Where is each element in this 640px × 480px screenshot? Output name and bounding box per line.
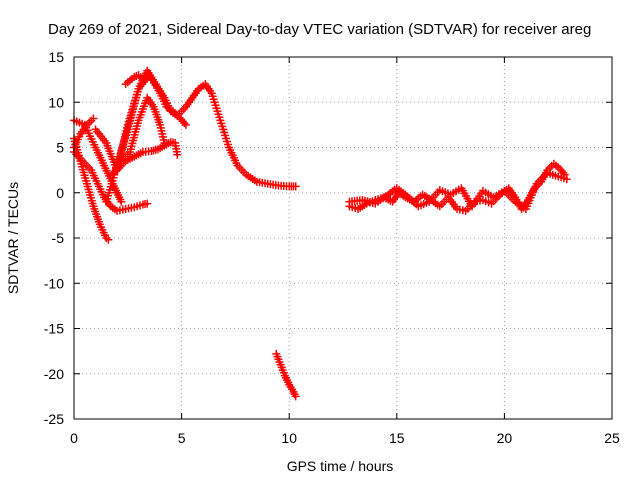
x-tick-label: 25	[604, 430, 620, 446]
axis-ticks: 0 5 10 15 20 25 -25 -20 -15 -10 -5 0 5 10 15	[44, 49, 620, 446]
x-tick-label: 10	[281, 430, 297, 446]
series-track-i	[121, 71, 147, 89]
series-track-h	[113, 138, 182, 175]
series-track-e	[91, 66, 300, 191]
series-track-l	[345, 168, 571, 213]
y-tick-label: -5	[52, 230, 65, 246]
grid-lines	[74, 57, 612, 419]
plot-frame	[73, 56, 613, 420]
series-markers	[113, 138, 182, 175]
y-tick-label: 0	[56, 185, 64, 201]
y-tick-label: -20	[44, 366, 64, 382]
series-track-f	[102, 71, 190, 206]
series-markers	[121, 71, 147, 89]
chart-title: Day 269 of 2021, Sidereal Day-to-day VTE…	[48, 21, 591, 38]
series-track-j	[272, 349, 300, 401]
y-tick-label: 5	[56, 140, 64, 156]
x-tick-label: 15	[389, 430, 405, 446]
y-tick-label: 10	[48, 94, 64, 110]
y-tick-label: -15	[44, 321, 64, 337]
x-tick-label: 20	[497, 430, 513, 446]
series-markers	[102, 71, 190, 206]
y-axis-label: SDTVAR / TECUs	[5, 182, 21, 294]
series-markers	[91, 66, 300, 191]
x-axis-label: GPS time / hours	[287, 458, 394, 474]
data-series	[70, 66, 571, 401]
series-markers	[272, 349, 300, 401]
x-tick-label: 5	[178, 430, 186, 446]
y-tick-label: -25	[44, 411, 64, 427]
y-tick-label: 15	[48, 49, 64, 65]
series-markers	[345, 168, 571, 213]
y-tick-label: -10	[44, 275, 64, 291]
x-tick-label: 0	[70, 430, 78, 446]
